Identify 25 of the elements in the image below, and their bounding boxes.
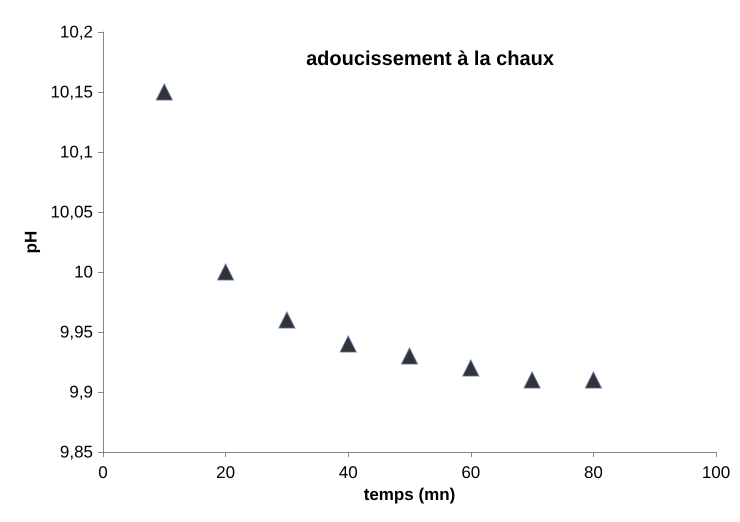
x-tick-label: 80 <box>584 463 603 482</box>
point <box>340 336 357 352</box>
point <box>401 348 418 364</box>
x-tick-label: 100 <box>702 463 730 482</box>
point <box>156 84 173 100</box>
y-tick-label: 10,15 <box>50 82 93 102</box>
x-tick-label: 20 <box>216 463 236 482</box>
y-tick-label: 10,2 <box>60 22 93 42</box>
y-tick-label: 9,85 <box>60 442 93 462</box>
y-tick-label: 10 <box>74 262 93 282</box>
point <box>524 372 541 388</box>
x-tick-label: 40 <box>338 463 358 482</box>
text: adoucissement à la chaux <box>306 48 554 70</box>
point <box>462 360 480 376</box>
y-tick-label: 10,05 <box>50 202 93 222</box>
x-axis-title: temps (mn) <box>364 484 456 504</box>
y-tick-label: 9,95 <box>60 322 93 342</box>
x-tick-label: 0 <box>98 463 108 482</box>
y-axis-title: pH <box>22 230 41 254</box>
y-tick-label: 9,9 <box>69 382 93 402</box>
point <box>584 372 602 388</box>
point <box>217 264 234 280</box>
x-tick-label: 60 <box>461 463 480 482</box>
y-tick-label: 10,1 <box>60 142 93 162</box>
point <box>278 312 296 328</box>
